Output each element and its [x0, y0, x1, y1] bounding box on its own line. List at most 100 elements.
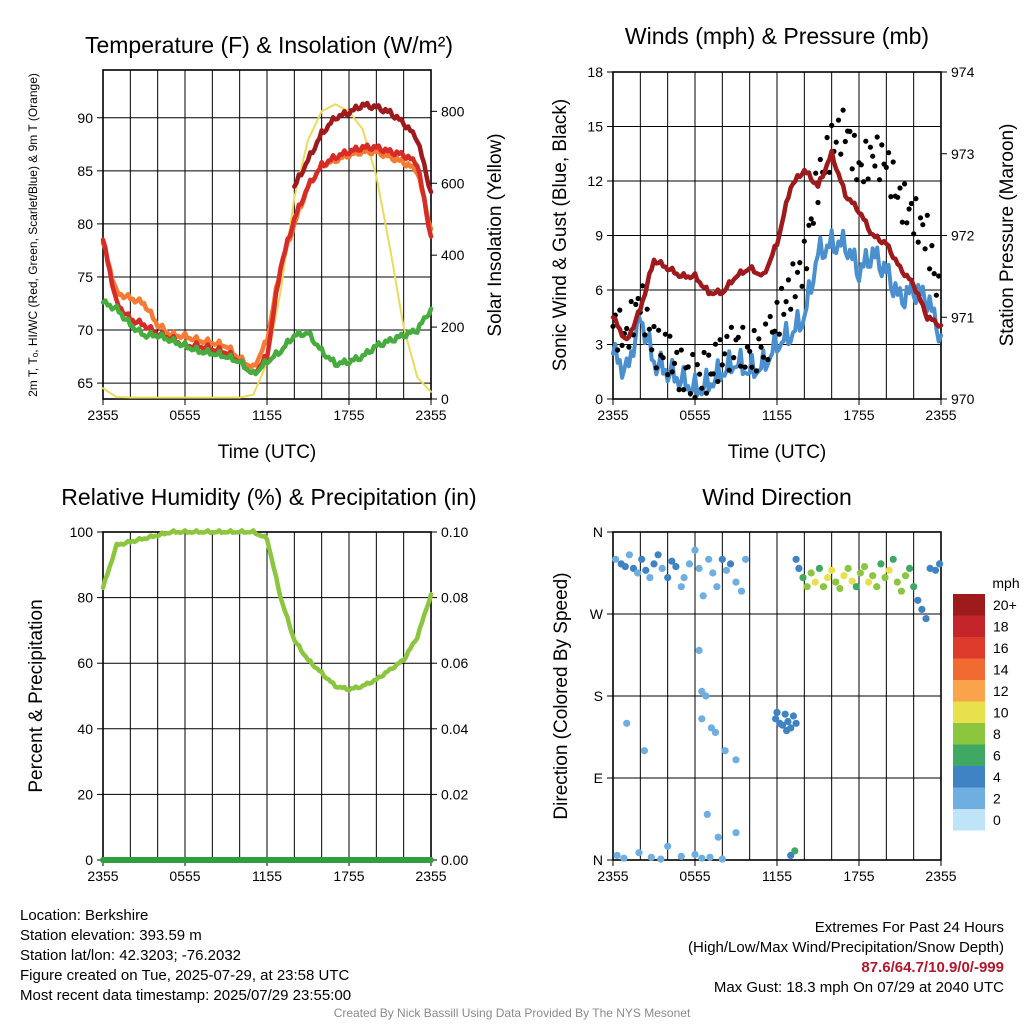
direction-point [711, 728, 720, 737]
wind-gust-point [744, 344, 751, 350]
direction-point [695, 564, 703, 573]
direction-point [922, 615, 930, 623]
direction-point [844, 564, 852, 573]
direction-point [635, 849, 643, 857]
wind-gust-point [788, 306, 794, 312]
direction-point [726, 560, 735, 568]
speed-legend-label: 12 [993, 683, 1009, 699]
wind-gust-point [758, 344, 764, 350]
wind-gust-point [674, 349, 680, 355]
temperature-series-3 [292, 100, 434, 195]
wind-gust-point [776, 331, 782, 337]
wind-gust-point [879, 142, 885, 148]
wind-gust-point [644, 306, 650, 312]
wind-gust-point [651, 323, 657, 330]
temperature-panel: Temperature (F) & Insolation (W/m²)2355 0… [26, 32, 506, 463]
wind-gust-point [712, 341, 719, 347]
direction-point [709, 569, 717, 577]
wind-gust-point [826, 169, 833, 175]
wind-gust-point [858, 162, 864, 168]
direction-point [721, 747, 729, 755]
temp-y2tick-label: 800 [441, 103, 465, 119]
extremes-title: Extremes For Past 24 Hours [814, 919, 1004, 936]
wind-gust-point [785, 277, 792, 283]
wind-gust-point [874, 134, 880, 140]
wind-gust-point [870, 153, 876, 159]
recent-text: Most recent data timestamp: 2025/07/29 2… [20, 987, 352, 1004]
wind-gust-point [847, 128, 853, 134]
direction-point [698, 854, 706, 862]
direction-point [856, 569, 865, 577]
dir-xtick-label: 2355 [925, 868, 956, 884]
direction-point [706, 853, 714, 861]
wind-gust-point [895, 194, 901, 200]
direction-point [795, 564, 803, 573]
wind-gust-point [710, 371, 716, 377]
direction-point [718, 855, 726, 863]
wind-gust-point [626, 344, 632, 350]
wind-gust-point [747, 348, 753, 354]
wind-ytick-label: 6 [595, 282, 603, 298]
wind-gust-point [760, 354, 766, 360]
direction-point [873, 583, 881, 591]
direction-point [931, 566, 940, 574]
wind-gust-point [883, 164, 889, 170]
direction-point [783, 727, 791, 735]
wind-gust-point [840, 107, 846, 113]
rh-y2tick-label: 0.04 [441, 721, 468, 737]
direction-point [936, 560, 944, 568]
credit-text: Created By Nick Bassill Using Data Provi… [333, 1006, 691, 1020]
humidity-panel: Relative Humidity (%) & Precipitation (i… [26, 484, 477, 884]
wind-gust-point [792, 294, 798, 300]
wind-gust-point [703, 390, 710, 396]
speed-legend-swatch [953, 809, 985, 831]
rh-ytick-label: 80 [77, 590, 93, 606]
wind-gust-point [922, 246, 928, 252]
wind-gust-point [854, 177, 860, 183]
wind-y2tick-label: 972 [951, 228, 975, 244]
direction-point [621, 563, 629, 571]
direction-point [792, 719, 800, 727]
wind-gust-point [842, 138, 848, 145]
wind-ytick-label: 12 [587, 173, 603, 189]
wind-gust-point [824, 134, 830, 141]
direction-point [877, 560, 885, 568]
wind-gust-point [749, 364, 755, 370]
wind-gust-point [861, 179, 867, 185]
direction-ylabel: Direction (Colored By Speed) [551, 572, 572, 819]
wind-gust-point [660, 355, 666, 361]
wind-gust-point [649, 347, 655, 353]
wind-ytick-label: 18 [587, 64, 603, 80]
direction-point [914, 596, 922, 604]
speed-legend-label: 8 [993, 726, 1001, 742]
speed-legend-swatch [953, 723, 985, 745]
direction-point [732, 829, 740, 837]
direction-point [885, 566, 893, 574]
direction-point [691, 850, 699, 859]
humidity-title: Relative Humidity (%) & Precipitation (i… [61, 484, 476, 510]
wind-gust-point [863, 138, 869, 144]
wind-gust-point [687, 390, 694, 397]
humidity-ylabel: Percent & Precipitation [26, 599, 47, 792]
speed-legend-swatch [953, 766, 985, 788]
direction-point [713, 583, 721, 591]
rh-xtick-label: 0555 [169, 868, 200, 884]
wind-xtick-label: 1755 [843, 407, 874, 423]
rh-xtick-label: 1155 [252, 868, 282, 884]
direction-point [918, 605, 926, 614]
temperature-xlabel: Time (UTC) [218, 442, 317, 463]
temp-y2tick-label: 600 [441, 175, 465, 191]
wind-xtick-label: 2355 [925, 407, 956, 423]
speed-legend-label: 2 [993, 791, 1001, 807]
direction-point [791, 847, 799, 855]
speed-legend-swatch [953, 787, 985, 809]
speed-legend-label: 10 [993, 705, 1009, 721]
speed-legend-swatch [953, 680, 985, 702]
wind-y2tick-label: 971 [951, 309, 975, 325]
temp-ytick-label: 75 [77, 269, 93, 285]
wind-gust-point [728, 324, 735, 330]
wind-gust-point [813, 170, 819, 176]
wind-gust-point [756, 336, 762, 342]
direction-point [722, 566, 731, 574]
direction-point [691, 546, 699, 554]
